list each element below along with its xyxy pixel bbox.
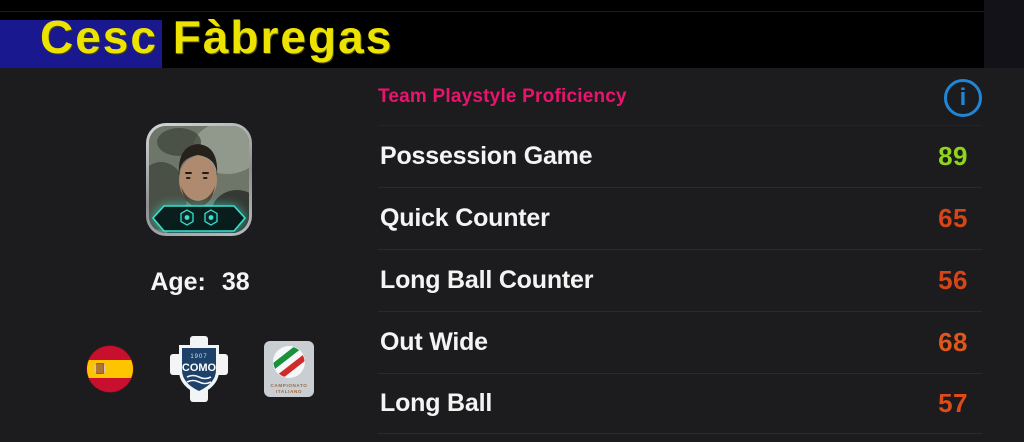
stat-value: 65 xyxy=(938,203,968,233)
age-value: 38 xyxy=(221,268,250,296)
stat-row-long-ball: Long Ball 57 xyxy=(378,374,982,434)
stat-label: Long Ball Counter xyxy=(380,266,594,294)
stat-label: Possession Game xyxy=(380,142,593,170)
svg-text:1907: 1907 xyxy=(190,354,207,360)
stat-label: Quick Counter xyxy=(380,204,550,232)
panel-title: Team Playstyle Proficiency xyxy=(378,85,627,107)
header-top-divider xyxy=(0,11,1024,12)
age-label: Age: xyxy=(150,268,206,296)
league-text-line1: CAMPIONATO xyxy=(271,383,308,388)
stat-row-possession-game: Possession Game 89 xyxy=(378,126,982,188)
info-icon[interactable]: i xyxy=(944,79,982,117)
stat-value: 56 xyxy=(938,265,968,295)
page-title: Cesc Fàbregas xyxy=(40,11,394,63)
league-text-line2: ITALIANO xyxy=(276,389,302,394)
player-portrait xyxy=(149,126,249,233)
stat-row-quick-counter: Quick Counter 65 xyxy=(378,188,982,250)
header-right-sliver xyxy=(984,0,1024,68)
age-row: Age: 38 xyxy=(0,268,400,297)
header-band: Cesc Fàbregas xyxy=(0,0,1024,68)
panel-header: Team Playstyle Proficiency i xyxy=(378,68,982,126)
playstyle-panel: Team Playstyle Proficiency i Possession … xyxy=(378,68,982,434)
stat-row-long-ball-counter: Long Ball Counter 56 xyxy=(378,250,982,312)
campionato-italiano-icon: CAMPIONATO ITALIANO xyxy=(264,341,314,397)
como-1907-club-icon: 1907 COMO xyxy=(170,336,228,402)
skill-slot-plate xyxy=(151,205,247,232)
spain-flag-icon xyxy=(86,345,134,393)
stat-value: 89 xyxy=(938,141,968,171)
stat-label: Out Wide xyxy=(380,328,488,356)
stat-value: 68 xyxy=(938,327,968,357)
stat-row-out-wide: Out Wide 68 xyxy=(378,312,982,374)
svg-text:COMO: COMO xyxy=(182,362,217,374)
player-badges: 1907 COMO CAMPIONATO ITALIANO xyxy=(0,336,400,402)
stat-value: 57 xyxy=(938,388,968,418)
stat-label: Long Ball xyxy=(380,389,493,417)
title-accent-box xyxy=(0,20,162,68)
player-portrait-frame xyxy=(146,123,252,236)
